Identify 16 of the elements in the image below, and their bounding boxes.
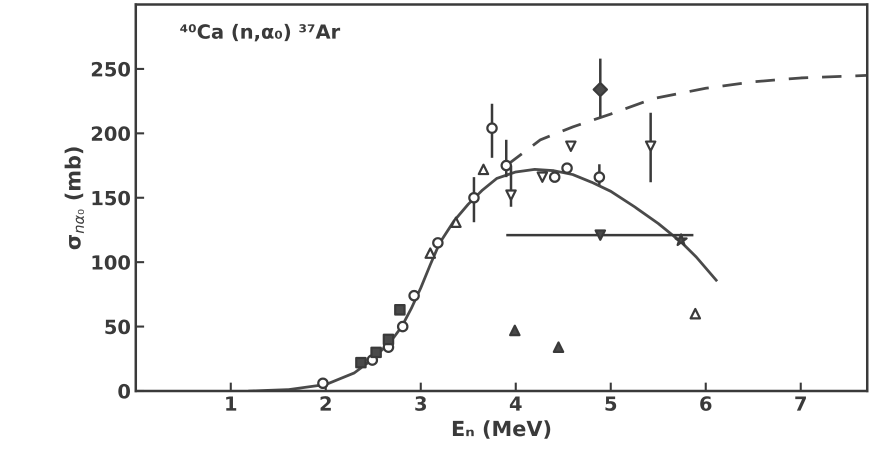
y-axis-title: σ$_{nα₀}$ (mb) bbox=[64, 147, 84, 250]
x-tick-label: 1 bbox=[226, 396, 236, 411]
x-axis-title: Eₙ (MeV) bbox=[452, 420, 550, 439]
y-tick-label: 50 bbox=[105, 320, 130, 334]
x-tick-label: 2 bbox=[320, 396, 331, 411]
annotation: ⁴⁰Ca (n,α₀) ³⁷Ar bbox=[180, 24, 340, 42]
x-tick-label: 4 bbox=[510, 396, 522, 411]
x-tick-label: 3 bbox=[415, 396, 426, 411]
y-tick-label: 250 bbox=[92, 62, 130, 77]
y-tick-label: 150 bbox=[92, 190, 130, 206]
x-tick-label: 7 bbox=[795, 396, 806, 411]
x-tick-label: 5 bbox=[605, 396, 616, 411]
y-tick-label: 0 bbox=[118, 384, 130, 399]
x-tick-label: 6 bbox=[700, 396, 712, 411]
y-tick-label: 200 bbox=[92, 126, 130, 142]
y-tick-label: 100 bbox=[92, 255, 130, 270]
